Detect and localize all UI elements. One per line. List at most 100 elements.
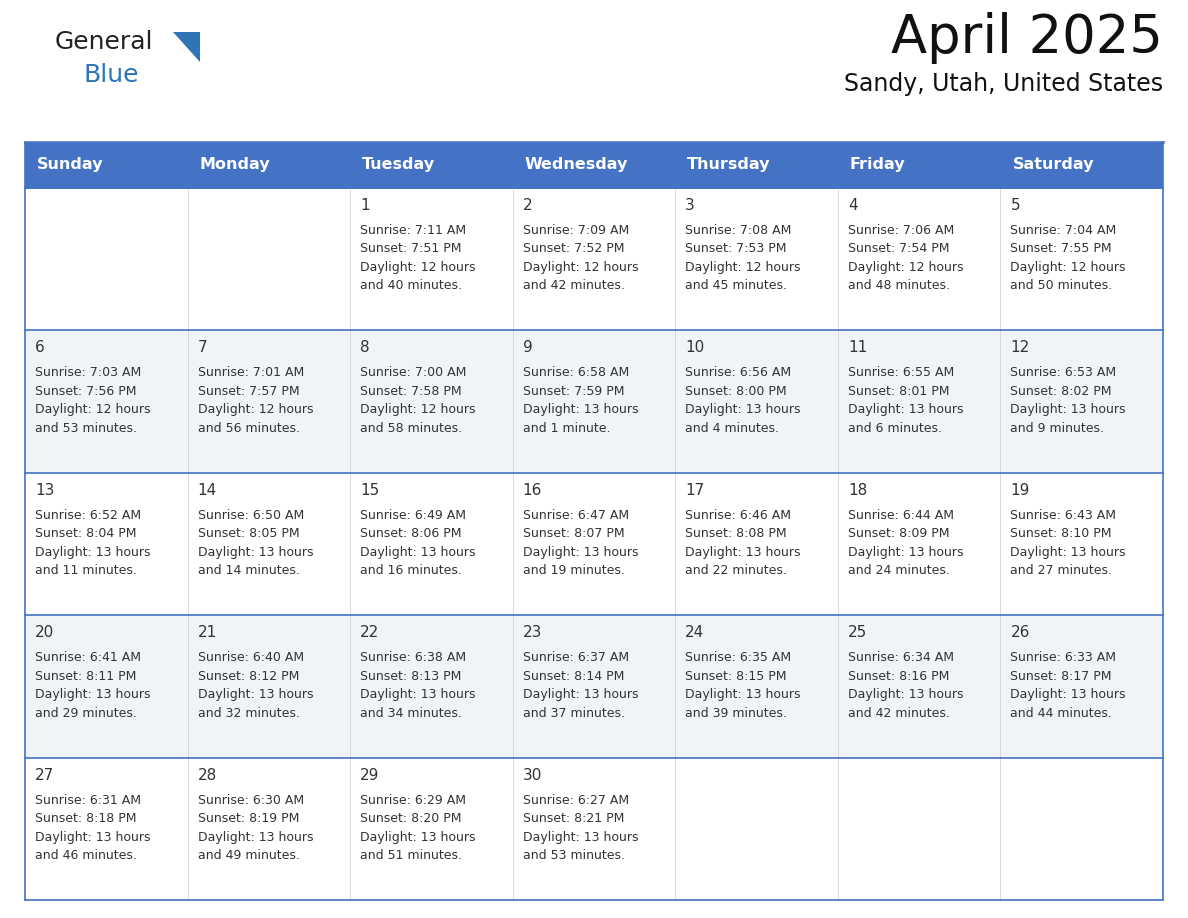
- Text: Sunrise: 6:46 AM: Sunrise: 6:46 AM: [685, 509, 791, 521]
- Text: and 14 minutes.: and 14 minutes.: [197, 565, 299, 577]
- Text: Daylight: 12 hours: Daylight: 12 hours: [360, 403, 475, 417]
- Text: Daylight: 13 hours: Daylight: 13 hours: [360, 831, 475, 844]
- Text: 1: 1: [360, 198, 369, 213]
- Polygon shape: [173, 32, 200, 62]
- Text: Daylight: 13 hours: Daylight: 13 hours: [197, 688, 314, 701]
- Text: April 2025: April 2025: [891, 12, 1163, 64]
- Text: 10: 10: [685, 341, 704, 355]
- Text: Sunset: 8:20 PM: Sunset: 8:20 PM: [360, 812, 462, 825]
- Text: Sunset: 8:16 PM: Sunset: 8:16 PM: [848, 670, 949, 683]
- Text: Friday: Friday: [849, 158, 905, 173]
- Text: Daylight: 13 hours: Daylight: 13 hours: [1011, 403, 1126, 417]
- Text: and 32 minutes.: and 32 minutes.: [197, 707, 299, 720]
- Text: 22: 22: [360, 625, 379, 640]
- Text: and 49 minutes.: and 49 minutes.: [197, 849, 299, 862]
- Text: Sunrise: 7:06 AM: Sunrise: 7:06 AM: [848, 224, 954, 237]
- Text: Sunrise: 6:50 AM: Sunrise: 6:50 AM: [197, 509, 304, 521]
- Text: Daylight: 13 hours: Daylight: 13 hours: [685, 546, 801, 559]
- Text: 16: 16: [523, 483, 542, 498]
- Text: Daylight: 13 hours: Daylight: 13 hours: [523, 403, 638, 417]
- Bar: [25, 473, 1163, 615]
- Text: and 4 minutes.: and 4 minutes.: [685, 422, 779, 435]
- Text: Daylight: 13 hours: Daylight: 13 hours: [34, 546, 151, 559]
- Text: and 34 minutes.: and 34 minutes.: [360, 707, 462, 720]
- Text: Daylight: 12 hours: Daylight: 12 hours: [197, 403, 314, 417]
- Text: 6: 6: [34, 341, 45, 355]
- Text: Sunset: 7:57 PM: Sunset: 7:57 PM: [197, 385, 299, 397]
- Text: Sunrise: 7:00 AM: Sunrise: 7:00 AM: [360, 366, 467, 379]
- Bar: [1000, 142, 1163, 188]
- Text: 18: 18: [848, 483, 867, 498]
- Text: and 51 minutes.: and 51 minutes.: [360, 849, 462, 862]
- Text: Sunset: 8:15 PM: Sunset: 8:15 PM: [685, 670, 786, 683]
- Bar: [513, 142, 675, 188]
- Text: and 42 minutes.: and 42 minutes.: [848, 707, 949, 720]
- Text: and 24 minutes.: and 24 minutes.: [848, 565, 949, 577]
- Bar: [25, 615, 1163, 757]
- Text: Sunset: 8:13 PM: Sunset: 8:13 PM: [360, 670, 461, 683]
- Text: Sunrise: 7:04 AM: Sunrise: 7:04 AM: [1011, 224, 1117, 237]
- Text: Sunrise: 6:41 AM: Sunrise: 6:41 AM: [34, 651, 141, 665]
- Text: and 53 minutes.: and 53 minutes.: [523, 849, 625, 862]
- Text: Sunset: 8:06 PM: Sunset: 8:06 PM: [360, 527, 462, 541]
- Text: Sunrise: 6:29 AM: Sunrise: 6:29 AM: [360, 793, 466, 807]
- Text: Sunrise: 6:27 AM: Sunrise: 6:27 AM: [523, 793, 628, 807]
- Text: 25: 25: [848, 625, 867, 640]
- Text: Sunset: 8:21 PM: Sunset: 8:21 PM: [523, 812, 624, 825]
- Text: Monday: Monday: [200, 158, 270, 173]
- Text: Sunrise: 6:49 AM: Sunrise: 6:49 AM: [360, 509, 466, 521]
- Text: 19: 19: [1011, 483, 1030, 498]
- Text: 26: 26: [1011, 625, 1030, 640]
- Text: General: General: [55, 30, 153, 54]
- Text: 15: 15: [360, 483, 379, 498]
- Text: Sunset: 7:59 PM: Sunset: 7:59 PM: [523, 385, 624, 397]
- Text: 17: 17: [685, 483, 704, 498]
- Text: 20: 20: [34, 625, 55, 640]
- Text: and 22 minutes.: and 22 minutes.: [685, 565, 788, 577]
- Text: and 40 minutes.: and 40 minutes.: [360, 279, 462, 293]
- Text: Sunrise: 6:44 AM: Sunrise: 6:44 AM: [848, 509, 954, 521]
- Text: Sunrise: 6:31 AM: Sunrise: 6:31 AM: [34, 793, 141, 807]
- Text: Daylight: 13 hours: Daylight: 13 hours: [197, 546, 314, 559]
- Text: Sunset: 7:51 PM: Sunset: 7:51 PM: [360, 242, 462, 255]
- Text: 23: 23: [523, 625, 542, 640]
- Text: 5: 5: [1011, 198, 1020, 213]
- Text: Sunset: 8:08 PM: Sunset: 8:08 PM: [685, 527, 786, 541]
- Bar: [675, 142, 838, 188]
- Text: 2: 2: [523, 198, 532, 213]
- Text: Sunset: 8:00 PM: Sunset: 8:00 PM: [685, 385, 786, 397]
- Text: Daylight: 13 hours: Daylight: 13 hours: [360, 688, 475, 701]
- Text: Daylight: 12 hours: Daylight: 12 hours: [360, 261, 475, 274]
- Text: Sunrise: 7:01 AM: Sunrise: 7:01 AM: [197, 366, 304, 379]
- Text: and 9 minutes.: and 9 minutes.: [1011, 422, 1105, 435]
- Text: Sunset: 8:05 PM: Sunset: 8:05 PM: [197, 527, 299, 541]
- Text: Sunset: 7:58 PM: Sunset: 7:58 PM: [360, 385, 462, 397]
- Text: Sunrise: 6:37 AM: Sunrise: 6:37 AM: [523, 651, 628, 665]
- Text: and 56 minutes.: and 56 minutes.: [197, 422, 299, 435]
- Text: and 45 minutes.: and 45 minutes.: [685, 279, 788, 293]
- Text: Sunset: 7:54 PM: Sunset: 7:54 PM: [848, 242, 949, 255]
- Text: Sunset: 7:55 PM: Sunset: 7:55 PM: [1011, 242, 1112, 255]
- Text: Sunrise: 7:11 AM: Sunrise: 7:11 AM: [360, 224, 466, 237]
- Text: Sunset: 7:56 PM: Sunset: 7:56 PM: [34, 385, 137, 397]
- Text: Sunrise: 6:34 AM: Sunrise: 6:34 AM: [848, 651, 954, 665]
- Text: and 29 minutes.: and 29 minutes.: [34, 707, 137, 720]
- Text: Daylight: 12 hours: Daylight: 12 hours: [523, 261, 638, 274]
- Text: Sunset: 7:53 PM: Sunset: 7:53 PM: [685, 242, 786, 255]
- Text: Sunset: 8:10 PM: Sunset: 8:10 PM: [1011, 527, 1112, 541]
- Text: and 39 minutes.: and 39 minutes.: [685, 707, 788, 720]
- Text: 3: 3: [685, 198, 695, 213]
- Bar: [838, 142, 1000, 188]
- Text: Sunset: 8:02 PM: Sunset: 8:02 PM: [1011, 385, 1112, 397]
- Text: Daylight: 13 hours: Daylight: 13 hours: [34, 831, 151, 844]
- Text: Sunrise: 6:33 AM: Sunrise: 6:33 AM: [1011, 651, 1117, 665]
- Text: Sunset: 8:18 PM: Sunset: 8:18 PM: [34, 812, 137, 825]
- Text: Sandy, Utah, United States: Sandy, Utah, United States: [843, 72, 1163, 96]
- Text: Daylight: 13 hours: Daylight: 13 hours: [848, 688, 963, 701]
- Text: and 11 minutes.: and 11 minutes.: [34, 565, 137, 577]
- Text: 24: 24: [685, 625, 704, 640]
- Text: Sunrise: 6:56 AM: Sunrise: 6:56 AM: [685, 366, 791, 379]
- Text: Daylight: 12 hours: Daylight: 12 hours: [34, 403, 151, 417]
- Text: 13: 13: [34, 483, 55, 498]
- Text: 4: 4: [848, 198, 858, 213]
